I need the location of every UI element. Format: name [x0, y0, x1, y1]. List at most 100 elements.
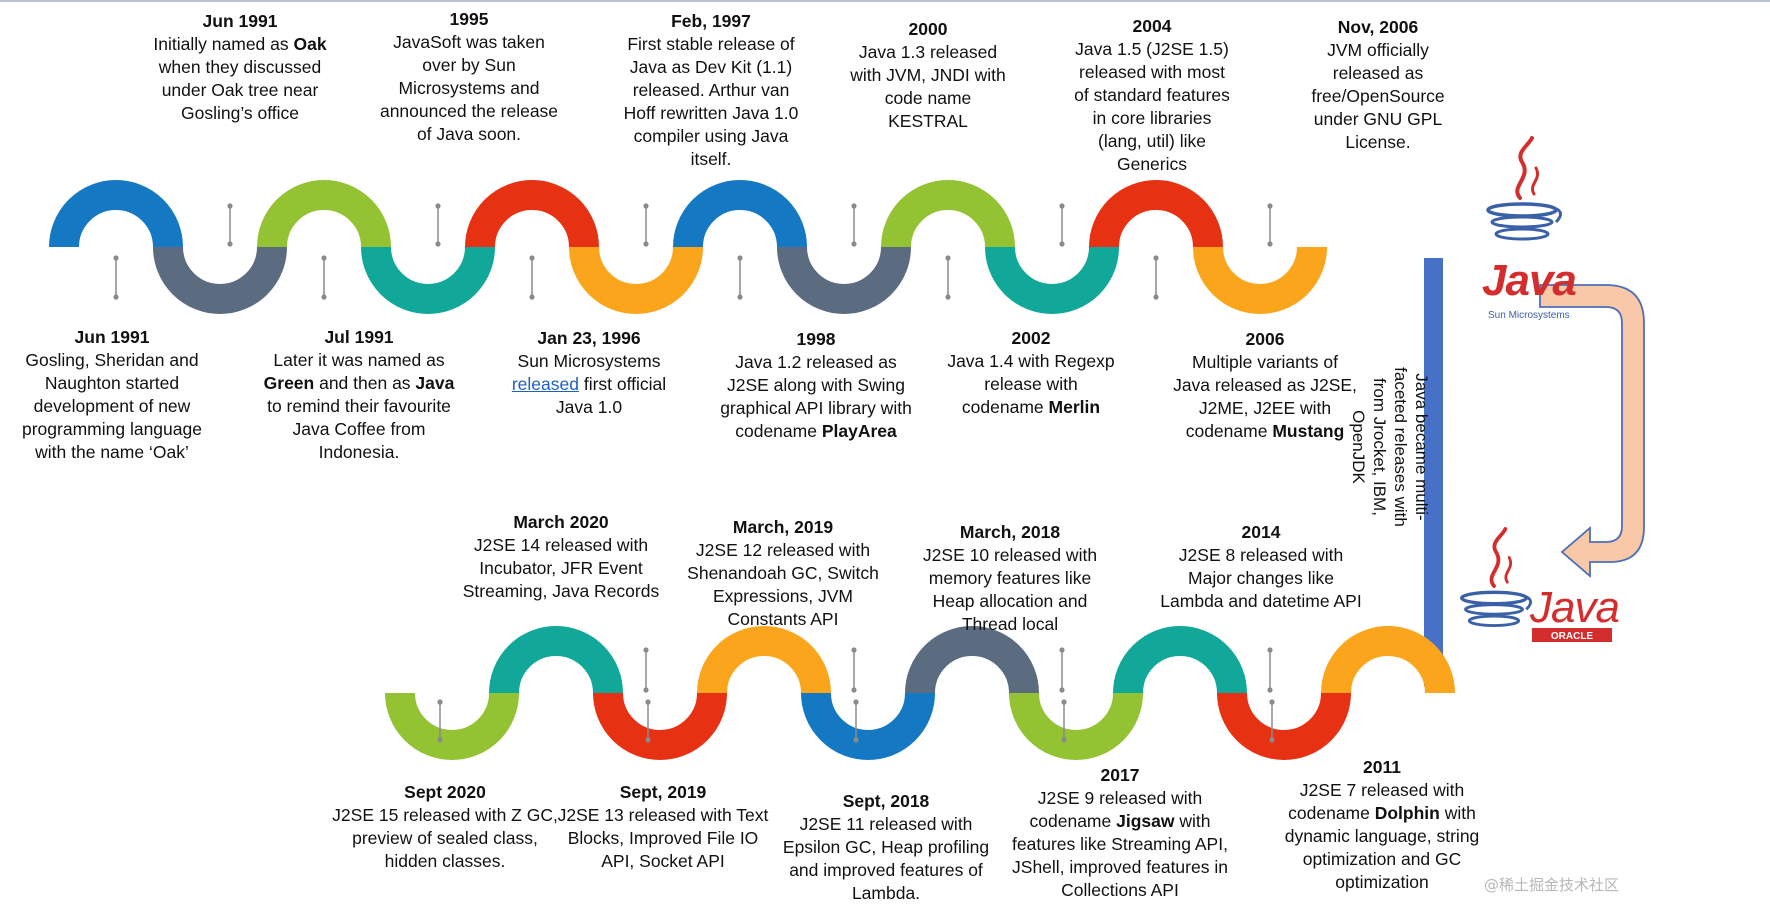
oracle-java-cup-band	[1464, 603, 1524, 616]
bottom-tick-above-dot-a	[643, 647, 649, 653]
top-tick-above-dot-b	[643, 241, 649, 247]
bottom-tick-below-dot-b	[437, 737, 443, 743]
description-text: Java 1.3 released with JVM, JNDI with co…	[850, 42, 1006, 131]
sun-java-cup-base	[1494, 227, 1550, 241]
sun-java-cup-rim	[1486, 202, 1558, 218]
bottom-tick-below-dot-b	[853, 737, 859, 743]
sun-microsystems-text: Sun Microsystems	[1488, 310, 1570, 321]
milestone-date: Jun 1991	[74, 327, 150, 347]
milestone-label: Jul 1991 Later it was named as Green and …	[256, 326, 462, 464]
description-text: JavaSoft was taken over by Sun Microsyst…	[379, 32, 559, 144]
sun-java-cup-band	[1490, 215, 1554, 229]
oracle-java-cup-rim	[1460, 590, 1528, 606]
milestone-description: J2SE 7 released with codename Dolphin wi…	[1262, 779, 1502, 894]
milestone-label: 2011 J2SE 7 released with codename Dolphi…	[1262, 756, 1502, 894]
top-tick-below-dot-b	[321, 294, 327, 300]
milestone-description: J2SE 10 released with memory features li…	[908, 544, 1112, 636]
top-tick-below-dot-b	[737, 294, 743, 300]
top-tick-below-dot-a	[945, 255, 951, 261]
milestone-label: 1998 Java 1.2 released as J2SE along with…	[718, 328, 914, 443]
milestone-date: 2004	[1132, 16, 1172, 36]
description-text: to remind their favourite Java Coffee fr…	[267, 396, 451, 462]
top-tick-below-dot-b	[529, 294, 535, 300]
milestone-description: Java 1.4 with Regexp release with codena…	[946, 350, 1116, 419]
milestone-date: 2014	[1241, 522, 1281, 542]
sun-java-steam-small	[1531, 166, 1539, 196]
description-text: J2SE 13 released with Text Blocks, Impro…	[557, 805, 769, 871]
milestone-description: J2SE 14 released with Incubator, JFR Eve…	[454, 534, 668, 603]
milestone-label: 2014 J2SE 8 released with Major changes l…	[1156, 521, 1366, 613]
description-text: J2SE 9 released with codename	[1029, 788, 1203, 831]
milestone-date: Sept, 2019	[619, 782, 707, 802]
description-text: J2SE 8 released with Major changes like …	[1160, 545, 1362, 611]
connector-bar	[1424, 258, 1443, 686]
milestone-label: 2006 Multiple variants of Java released a…	[1172, 328, 1358, 443]
milestone-description: J2SE 9 released with codename Jigsaw wit…	[1000, 787, 1240, 902]
bottom-tick-below-dot-b	[1061, 737, 1067, 743]
top-wave-segment	[1089, 180, 1223, 248]
milestone-description: J2SE 11 released with Epsilon GC, Heap p…	[778, 813, 994, 905]
top-tick-above-dot-b	[227, 241, 233, 247]
oracle-java-steam-small	[1504, 556, 1512, 584]
top-tick-above-dot-a	[227, 203, 233, 209]
milestone-description: Sun Microsystems released first official…	[494, 350, 684, 419]
milestone-label: 2002 Java 1.4 with Regexp release with co…	[946, 327, 1116, 419]
sun-java-steam	[1515, 136, 1534, 200]
top-tick-above-dot-a	[851, 203, 857, 209]
milestone-label: Nov, 2006 JVM officially released as free…	[1298, 16, 1458, 154]
milestone-date: Nov, 2006	[1337, 17, 1419, 37]
top-wave-segment	[465, 180, 599, 248]
bottom-tick-above-dot-b	[643, 687, 649, 693]
milestone-date: 1998	[796, 329, 836, 349]
bottom-wave-segment	[1113, 626, 1247, 694]
codename-text: Oak	[293, 34, 327, 54]
description-text: JVM officially released as free/OpenSour…	[1311, 40, 1445, 152]
bottom-tick-above-dot-a	[1059, 647, 1065, 653]
bottom-wave-segment	[1009, 692, 1143, 760]
milestone-date: 2000	[908, 19, 948, 39]
top-tick-above-dot-a	[1267, 203, 1273, 209]
milestone-label: 1995 JavaSoft was taken over by Sun Micro…	[376, 8, 562, 146]
description-text: J2SE 11 released with Epsilon GC, Heap p…	[782, 814, 990, 903]
milestone-description: J2SE 8 released with Major changes like …	[1156, 544, 1366, 613]
description-text: when they discussed under Oak tree near …	[158, 57, 322, 123]
codename-text: Merlin	[1048, 397, 1101, 417]
milestone-description: First stable release of Java as Dev Kit …	[622, 33, 800, 171]
sun-java-cup-handle	[1553, 206, 1562, 224]
milestone-date: March, 2018	[959, 522, 1061, 542]
milestone-date: 2002	[1011, 328, 1051, 348]
top-tick-above-dot-b	[1059, 241, 1065, 247]
description-text: and then as	[314, 373, 416, 393]
milestone-date: Jul 1991	[324, 327, 394, 347]
description-text: J2SE 7 released with codename	[1288, 780, 1465, 823]
top-wave-segment	[777, 246, 911, 314]
bottom-wave-segment	[593, 692, 727, 760]
top-tick-below-dot-a	[1153, 255, 1159, 261]
milestone-date: Jun 1991	[202, 11, 278, 31]
description-text: J2SE 15 released with Z GC, preview of s…	[332, 805, 558, 871]
description-text: Later it was named as	[273, 350, 445, 370]
top-wave-segment	[881, 180, 1015, 248]
oracle-java-steam	[1489, 527, 1508, 588]
codename-text: Green	[263, 373, 315, 393]
milestone-label: March, 2018 J2SE 10 released with memory …	[908, 521, 1112, 636]
top-tick-above-dot-a	[435, 203, 441, 209]
milestone-date: March, 2019	[732, 517, 834, 537]
description-text: J2SE 10 released with memory features li…	[922, 545, 1098, 634]
description-text: First stable release of Java as Dev Kit …	[623, 34, 799, 169]
milestone-label: Jun 1991 Gosling, Sheridan and Naughton s…	[14, 326, 210, 464]
released-link[interactable]: released	[511, 374, 579, 394]
top-tick-above-dot-b	[851, 241, 857, 247]
description-text: J2SE 14 released with Incubator, JFR Eve…	[462, 535, 660, 601]
milestone-date: Jan 23, 1996	[537, 328, 641, 348]
bottom-tick-below-dot-b	[645, 737, 651, 743]
codename-text: Dolphin	[1374, 803, 1440, 823]
description-text: Gosling, Sheridan and Naughton started d…	[22, 350, 202, 462]
bottom-wave-segment	[1217, 692, 1351, 760]
milestone-date: Feb, 1997	[671, 11, 751, 31]
milestone-label: 2017 J2SE 9 released with codename Jigsaw…	[1000, 764, 1240, 902]
top-tick-below-dot-b	[945, 294, 951, 300]
oracle-java-cup-base	[1467, 614, 1521, 627]
